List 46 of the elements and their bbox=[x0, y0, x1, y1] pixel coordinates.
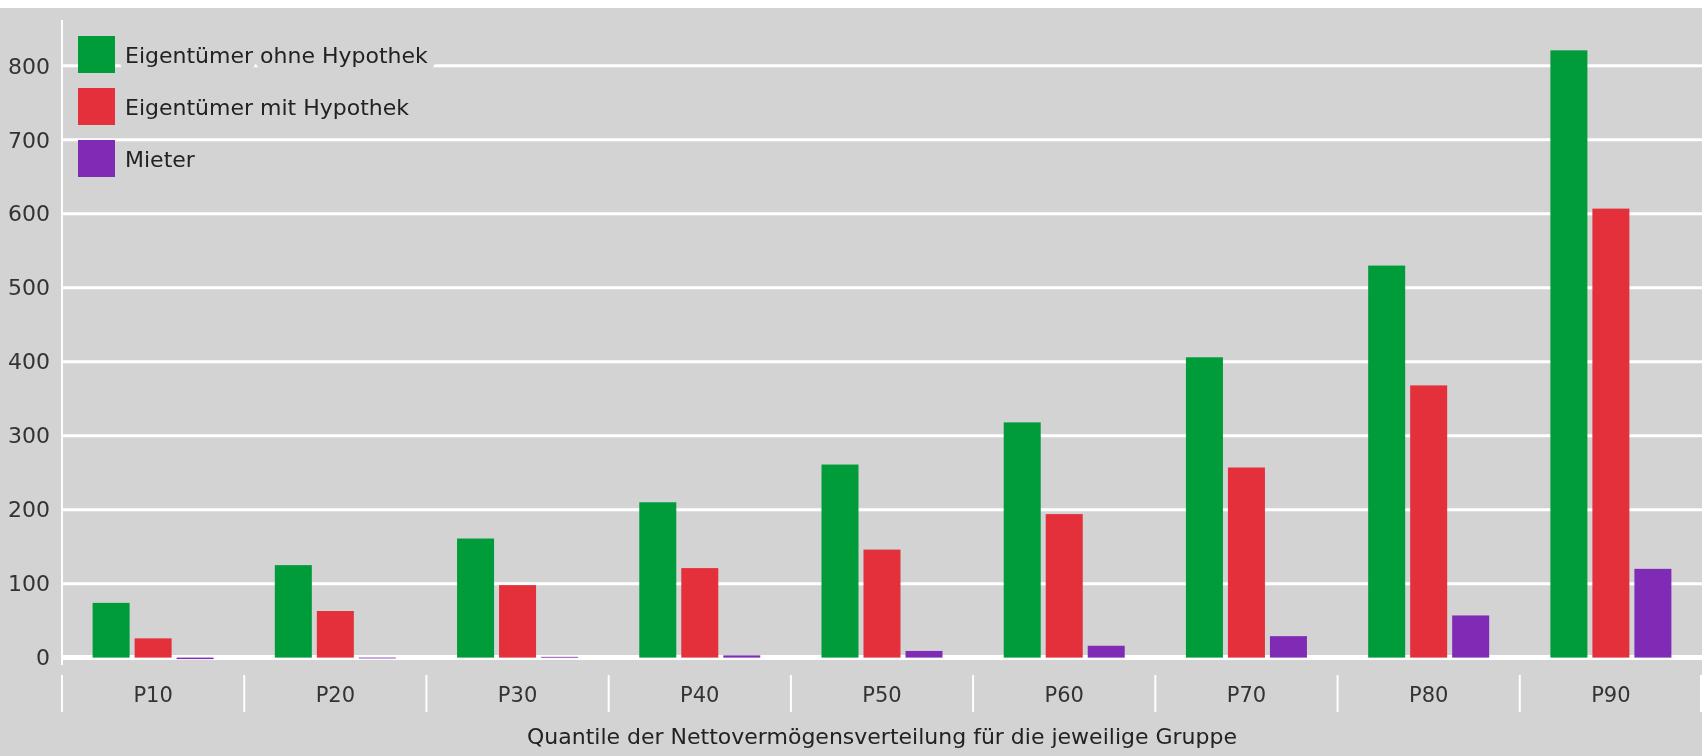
bar bbox=[1592, 208, 1630, 658]
bar bbox=[1410, 385, 1448, 658]
x-tick-label: P30 bbox=[497, 683, 538, 707]
bar bbox=[1227, 467, 1265, 658]
bar bbox=[723, 655, 761, 658]
bar bbox=[1368, 265, 1406, 658]
x-tick-label: P60 bbox=[1044, 683, 1084, 707]
bar bbox=[821, 464, 859, 658]
bar bbox=[639, 502, 677, 658]
bar bbox=[681, 568, 719, 658]
x-tick-label: P90 bbox=[1591, 683, 1631, 707]
bar bbox=[1003, 422, 1041, 658]
x-tick-label: P20 bbox=[315, 683, 356, 707]
y-tick-label: 100 bbox=[8, 571, 50, 597]
bar bbox=[1550, 50, 1588, 658]
bar bbox=[1087, 645, 1125, 658]
bar bbox=[1269, 636, 1307, 658]
bar bbox=[863, 549, 901, 658]
x-tick-label: P10 bbox=[133, 683, 173, 707]
bar bbox=[1185, 357, 1223, 658]
bar bbox=[274, 565, 312, 658]
y-tick-label: 0 bbox=[36, 645, 50, 671]
y-tick-label: 700 bbox=[8, 127, 50, 153]
y-tick-label: 800 bbox=[8, 53, 50, 79]
x-tick-label: P70 bbox=[1226, 683, 1267, 707]
x-tick-label: P40 bbox=[680, 683, 720, 707]
y-tick-label: 500 bbox=[8, 275, 50, 301]
bar bbox=[499, 585, 537, 658]
x-tick-label: P50 bbox=[862, 683, 902, 707]
y-tick-label: 400 bbox=[8, 349, 50, 375]
bar bbox=[1045, 514, 1083, 658]
legend-label: Eigentümer mit Hypothek bbox=[125, 94, 410, 120]
bar bbox=[905, 650, 943, 658]
legend-label: Mieter bbox=[125, 146, 196, 172]
bar bbox=[1452, 615, 1490, 658]
bar bbox=[92, 602, 130, 658]
y-tick-label: 200 bbox=[8, 497, 50, 523]
bar bbox=[316, 611, 354, 658]
x-tick-label: P80 bbox=[1408, 683, 1449, 707]
legend-label: Eigentümer ohne Hypothek bbox=[125, 42, 428, 68]
bar bbox=[457, 538, 495, 658]
bar bbox=[1634, 568, 1672, 658]
y-tick-label: 600 bbox=[8, 201, 50, 227]
bar bbox=[134, 638, 172, 658]
x-axis-title: Quantile der Nettovermögensverteilung für die jeweilige Gruppe bbox=[527, 724, 1237, 749]
y-tick-label: 300 bbox=[8, 423, 50, 449]
